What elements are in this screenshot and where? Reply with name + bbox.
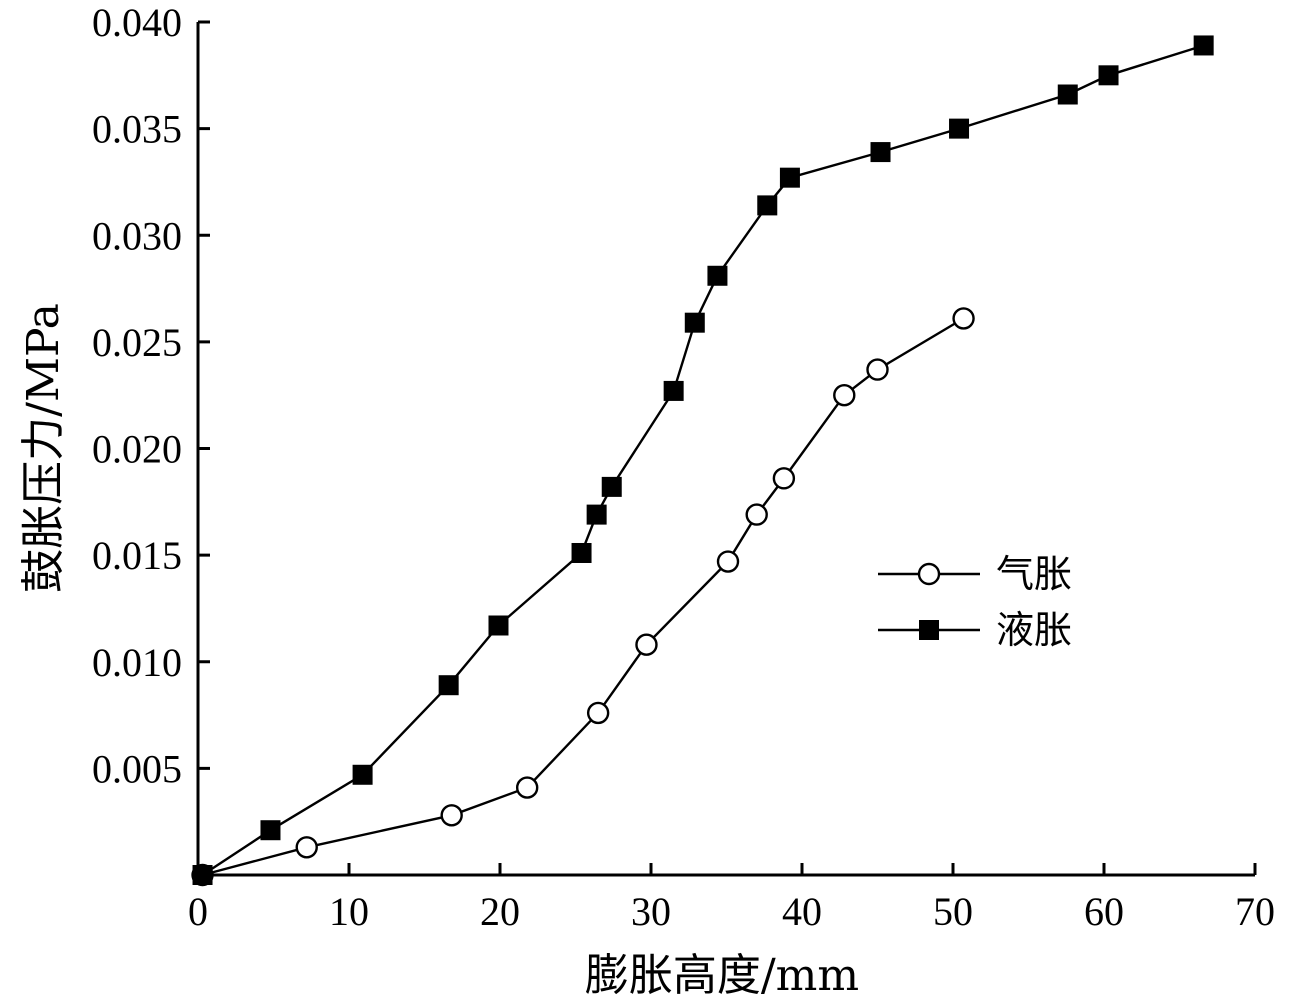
x-tick-label: 30 (631, 889, 671, 934)
data-point (779, 167, 800, 188)
data-point (571, 542, 592, 563)
legend-label: 气胀 (996, 552, 1072, 596)
y-tick-label: 0.020 (92, 427, 182, 472)
data-point (745, 503, 768, 526)
x-axis-title: 膨胀高度/mm (585, 950, 859, 1001)
data-point (870, 142, 891, 163)
data-point (515, 776, 539, 799)
y-tick-label: 0.015 (92, 533, 182, 578)
axes (196, 22, 1255, 877)
x-tick-label: 70 (1235, 889, 1275, 934)
y-tick-label: 0.035 (92, 107, 182, 152)
data-point (260, 820, 281, 841)
data-point (684, 312, 705, 333)
data-point (586, 701, 610, 725)
x-tick-label: 50 (933, 889, 973, 934)
y-tick-label: 0.030 (92, 213, 182, 258)
data-point (707, 265, 728, 286)
y-tick-label: 0.010 (92, 640, 182, 685)
data-point (716, 550, 740, 573)
legend-entry: 气胀 (878, 552, 1072, 596)
data-point (1098, 65, 1119, 86)
data-point (601, 476, 622, 497)
data-point (757, 195, 778, 216)
data-point (352, 764, 373, 785)
x-tick-label: 0 (188, 889, 208, 934)
data-point (949, 118, 970, 139)
y-tick-label: 0.040 (92, 0, 182, 45)
data-point (440, 804, 463, 827)
y-tick-label: 0.005 (92, 746, 182, 791)
data-point (952, 307, 975, 330)
data-point (1193, 35, 1214, 56)
y-axis-title: 鼓胀压力/MPa (18, 303, 69, 593)
x-tick-label: 10 (329, 889, 369, 934)
series-layer (191, 35, 1214, 887)
data-point (192, 865, 213, 885)
y-tick-label: 0.025 (92, 320, 182, 365)
data-point (488, 615, 509, 636)
data-point (586, 504, 607, 525)
data-point (295, 836, 318, 859)
series-2 (192, 35, 1214, 885)
legend-marker (917, 562, 941, 586)
x-tick-label: 20 (480, 889, 520, 934)
data-point (1057, 84, 1078, 105)
data-point (635, 633, 658, 656)
series-line (201, 44, 1205, 877)
series-1 (191, 307, 975, 887)
x-tick-label: 60 (1084, 889, 1124, 934)
legend-label: 液胀 (996, 608, 1072, 652)
data-point (866, 358, 889, 381)
ticks: 0 10 20 30 40 50 60 70 0.005 0.010 0.015 0.020 0.025… (92, 0, 1275, 934)
legend-entry: 液胀 (878, 608, 1072, 652)
data-point (438, 675, 459, 696)
data-point (663, 380, 684, 401)
data-point (772, 467, 796, 490)
data-point (833, 383, 856, 407)
legend-marker (919, 620, 939, 640)
x-tick-label: 40 (782, 889, 822, 934)
